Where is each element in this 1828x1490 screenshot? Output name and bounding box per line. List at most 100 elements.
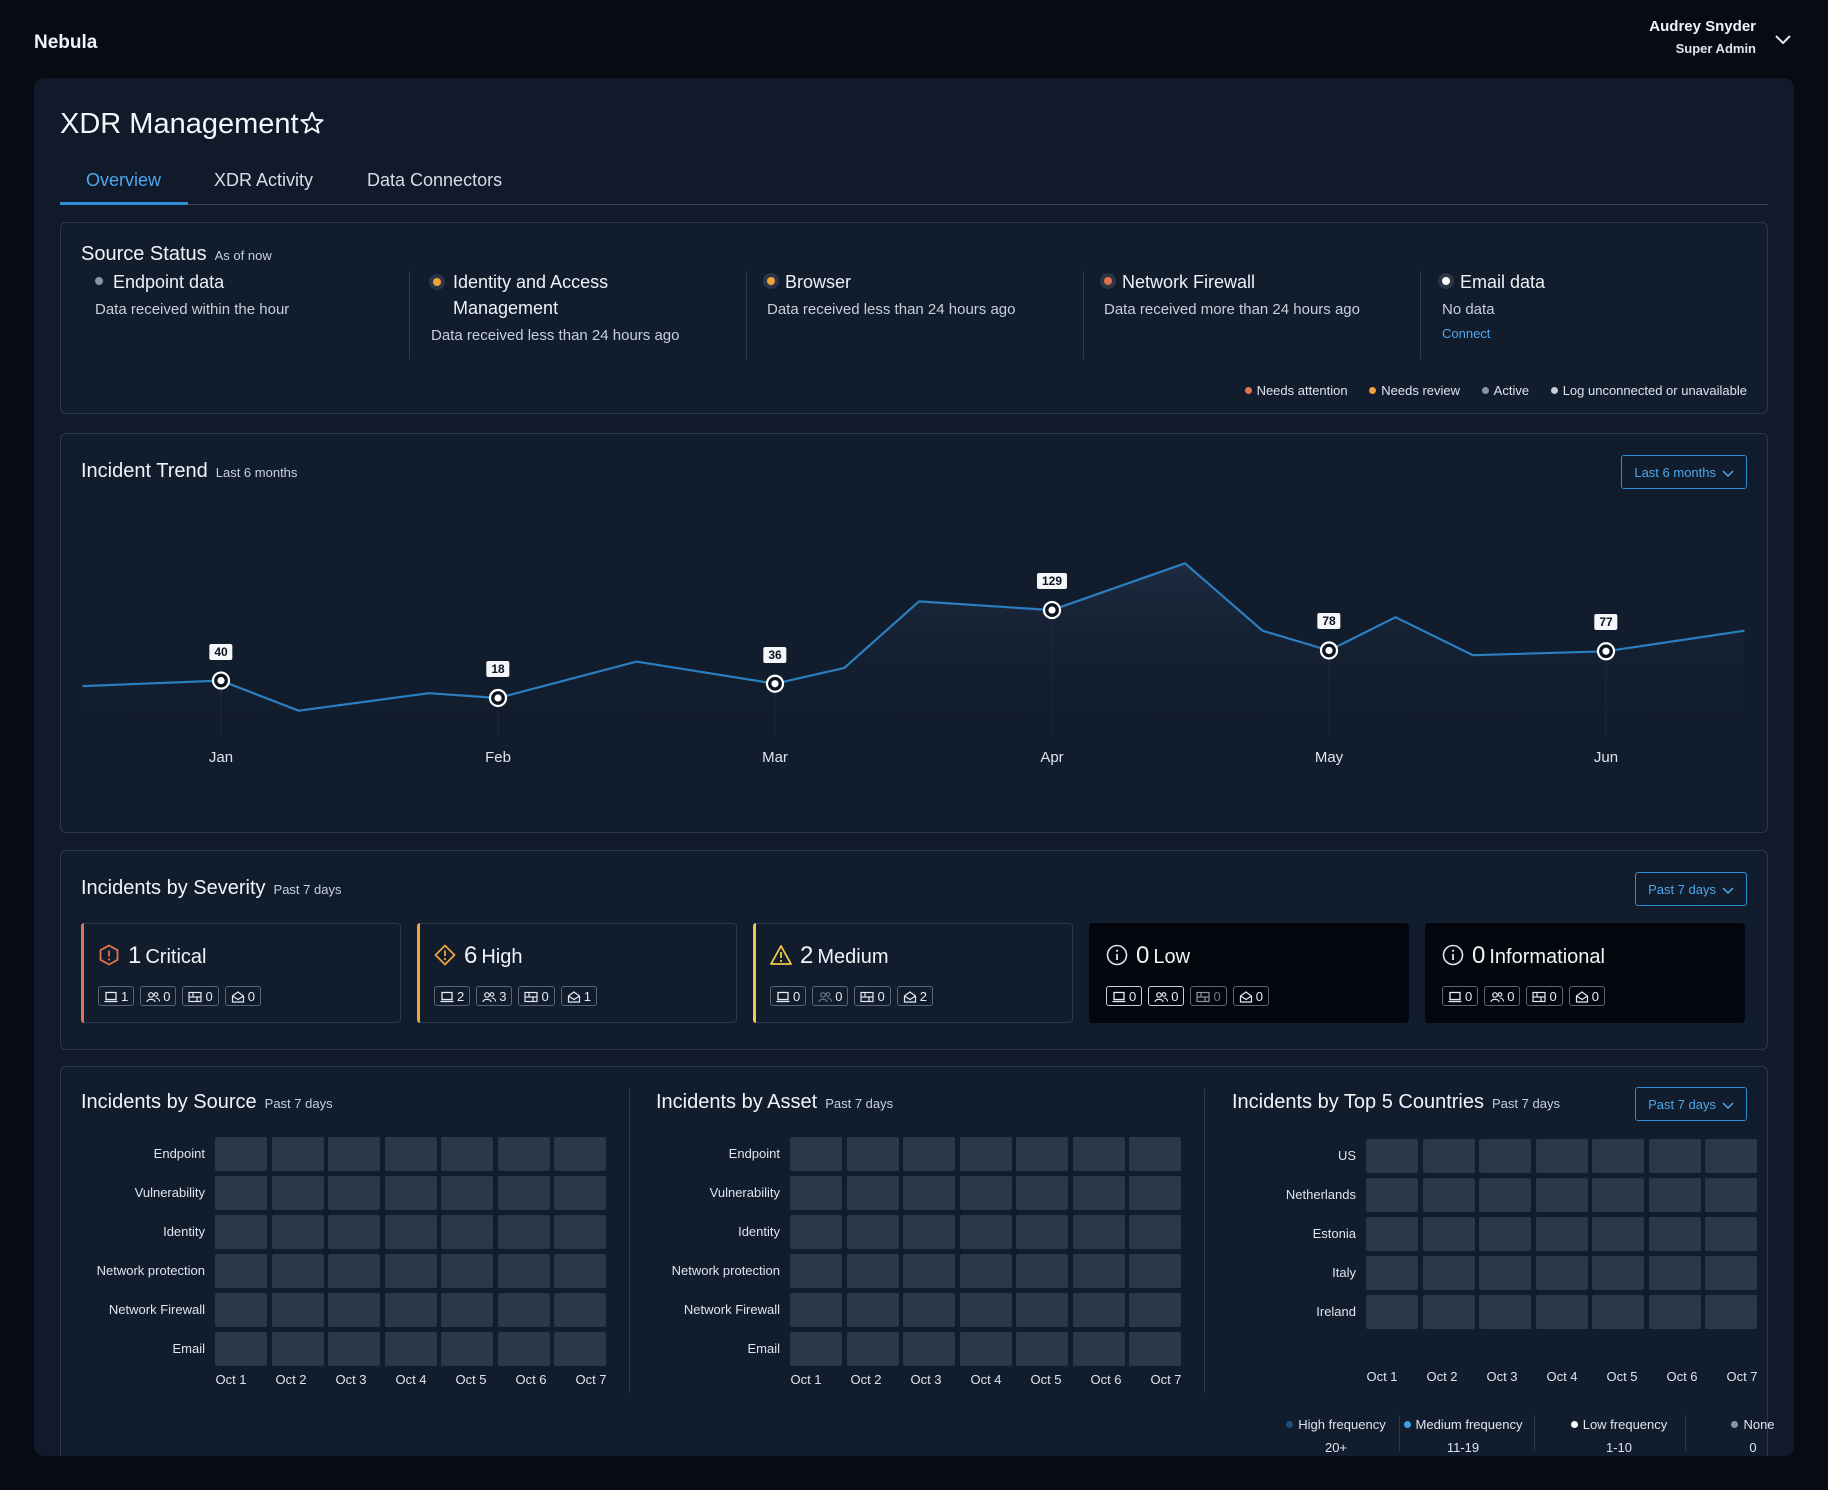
heatmap-cell[interactable] [1016,1254,1068,1288]
heatmap-cell[interactable] [328,1215,380,1249]
heatmap-cell[interactable] [846,1137,899,1171]
heatmap-cell[interactable] [790,1293,842,1327]
heatmap-cell[interactable] [846,1293,899,1327]
severity-high-card[interactable]: 6 High 2 3 0 1 [417,923,737,1023]
heatmap-cell[interactable] [1422,1256,1475,1290]
heatmap-cell[interactable] [328,1293,380,1327]
heatmap-cell[interactable] [846,1215,899,1249]
heatmap-cell[interactable] [1648,1139,1701,1173]
heatmap-cell[interactable] [271,1176,324,1210]
heatmap-cell[interactable] [328,1137,380,1171]
heatmap-cell[interactable] [215,1215,267,1249]
heatmap-cell[interactable] [215,1176,267,1210]
heatmap-cell[interactable] [328,1176,380,1210]
heatmap-cell[interactable] [441,1332,493,1366]
heatmap-cell[interactable] [384,1332,437,1366]
heatmap-cell[interactable] [846,1254,899,1288]
heatmap-cell[interactable] [1129,1176,1181,1210]
chevron-down-icon[interactable] [1774,32,1792,46]
heatmap-cell[interactable] [1366,1256,1418,1290]
heatmap-cell[interactable] [1016,1332,1068,1366]
heatmap-cell[interactable] [497,1176,550,1210]
heatmap-cell[interactable] [1072,1254,1125,1288]
heatmap-cell[interactable] [497,1215,550,1249]
heatmap-cell[interactable] [1072,1332,1125,1366]
heatmap-cell[interactable] [1129,1293,1181,1327]
heatmap-cell[interactable] [1129,1215,1181,1249]
severity-range-dropdown[interactable]: Past 7 days [1635,872,1747,906]
heatmap-cell[interactable] [790,1215,842,1249]
heatmap-cell[interactable] [441,1137,493,1171]
heatmap-cell[interactable] [1535,1295,1588,1329]
heatmap-cell[interactable] [215,1137,267,1171]
heatmap-cell[interactable] [441,1176,493,1210]
heatmap-cell[interactable] [328,1254,380,1288]
heatmap-cell[interactable] [1535,1256,1588,1290]
heatmap-cell[interactable] [554,1137,606,1171]
heatmap-cell[interactable] [441,1254,493,1288]
heatmap-cell[interactable] [903,1293,955,1327]
heatmap-cell[interactable] [328,1332,380,1366]
heatmap-cell[interactable] [1705,1139,1757,1173]
heatmap-cell[interactable] [1479,1217,1531,1251]
heatmap-cell[interactable] [1072,1293,1125,1327]
user-menu[interactable]: Audrey Snyder Super Admin [1649,18,1756,56]
heatmap-cell[interactable] [959,1293,1012,1327]
heatmap-cell[interactable] [497,1332,550,1366]
heatmap-cell[interactable] [1422,1295,1475,1329]
heatmap-cell[interactable] [1366,1178,1418,1212]
heatmap-cell[interactable] [790,1176,842,1210]
country-range-dropdown[interactable]: Past 7 days [1635,1087,1747,1121]
heatmap-cell[interactable] [1072,1137,1125,1171]
heatmap-cell[interactable] [959,1176,1012,1210]
heatmap-cell[interactable] [215,1254,267,1288]
heatmap-cell[interactable] [384,1215,437,1249]
heatmap-cell[interactable] [959,1332,1012,1366]
heatmap-cell[interactable] [903,1215,955,1249]
heatmap-cell[interactable] [554,1215,606,1249]
heatmap-cell[interactable] [1366,1295,1418,1329]
heatmap-cell[interactable] [384,1254,437,1288]
heatmap-cell[interactable] [271,1215,324,1249]
heatmap-cell[interactable] [959,1215,1012,1249]
heatmap-cell[interactable] [1592,1217,1644,1251]
heatmap-cell[interactable] [554,1332,606,1366]
heatmap-cell[interactable] [903,1332,955,1366]
heatmap-cell[interactable] [1648,1256,1701,1290]
heatmap-cell[interactable] [1016,1137,1068,1171]
heatmap-cell[interactable] [1705,1256,1757,1290]
heatmap-cell[interactable] [1016,1176,1068,1210]
heatmap-cell[interactable] [554,1176,606,1210]
heatmap-cell[interactable] [497,1293,550,1327]
heatmap-cell[interactable] [271,1254,324,1288]
heatmap-cell[interactable] [384,1176,437,1210]
heatmap-cell[interactable] [1648,1295,1701,1329]
heatmap-cell[interactable] [1535,1139,1588,1173]
star-icon[interactable] [299,110,325,136]
heatmap-cell[interactable] [554,1293,606,1327]
heatmap-cell[interactable] [497,1137,550,1171]
heatmap-cell[interactable] [1705,1178,1757,1212]
heatmap-cell[interactable] [1648,1178,1701,1212]
heatmap-cell[interactable] [1648,1217,1701,1251]
heatmap-cell[interactable] [1422,1178,1475,1212]
heatmap-cell[interactable] [1592,1178,1644,1212]
heatmap-cell[interactable] [846,1332,899,1366]
heatmap-cell[interactable] [554,1254,606,1288]
heatmap-cell[interactable] [1705,1295,1757,1329]
heatmap-cell[interactable] [271,1332,324,1366]
heatmap-cell[interactable] [1016,1293,1068,1327]
heatmap-cell[interactable] [846,1176,899,1210]
heatmap-cell[interactable] [790,1137,842,1171]
tab-data-connectors[interactable]: Data Connectors [367,170,503,190]
heatmap-cell[interactable] [1129,1332,1181,1366]
heatmap-cell[interactable] [1366,1217,1418,1251]
heatmap-cell[interactable] [1479,1295,1531,1329]
heatmap-cell[interactable] [384,1137,437,1171]
heatmap-cell[interactable] [1072,1176,1125,1210]
heatmap-cell[interactable] [215,1293,267,1327]
heatmap-cell[interactable] [1422,1217,1475,1251]
heatmap-cell[interactable] [903,1254,955,1288]
